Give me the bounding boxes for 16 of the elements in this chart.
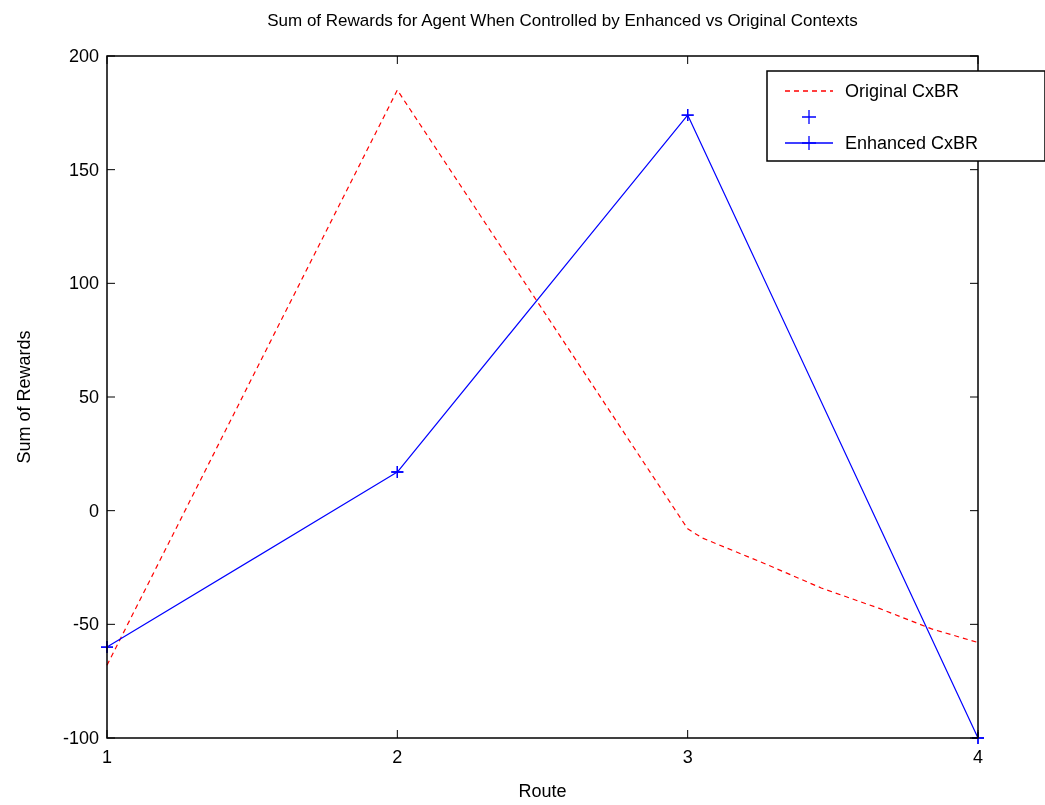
x-tick-label: 2 <box>392 747 403 767</box>
x-tick-label: 1 <box>101 747 113 767</box>
y-tick-label: -50 <box>72 614 99 635</box>
y-tick-label: 200 <box>68 46 99 66</box>
y-axis-title: Sum of Rewards <box>14 330 34 464</box>
y-tick-label: 50 <box>78 387 99 407</box>
y-tick-label: 0 <box>88 500 99 521</box>
x-axis-title: Route <box>518 781 567 801</box>
y-tick-label: 100 <box>68 273 99 294</box>
legend-label: Original CxBR <box>845 81 960 101</box>
chart-title: Sum of Rewards for Agent When Controlled by Enhanced vs Original Contexts <box>267 11 858 30</box>
y-tick-label: 150 <box>68 159 99 180</box>
legend-label: Enhanced CxBR <box>845 133 979 153</box>
x-tick-label: 3 <box>682 747 693 767</box>
x-tick-label: 4 <box>972 747 984 767</box>
y-tick-label: -100 <box>62 728 99 748</box>
